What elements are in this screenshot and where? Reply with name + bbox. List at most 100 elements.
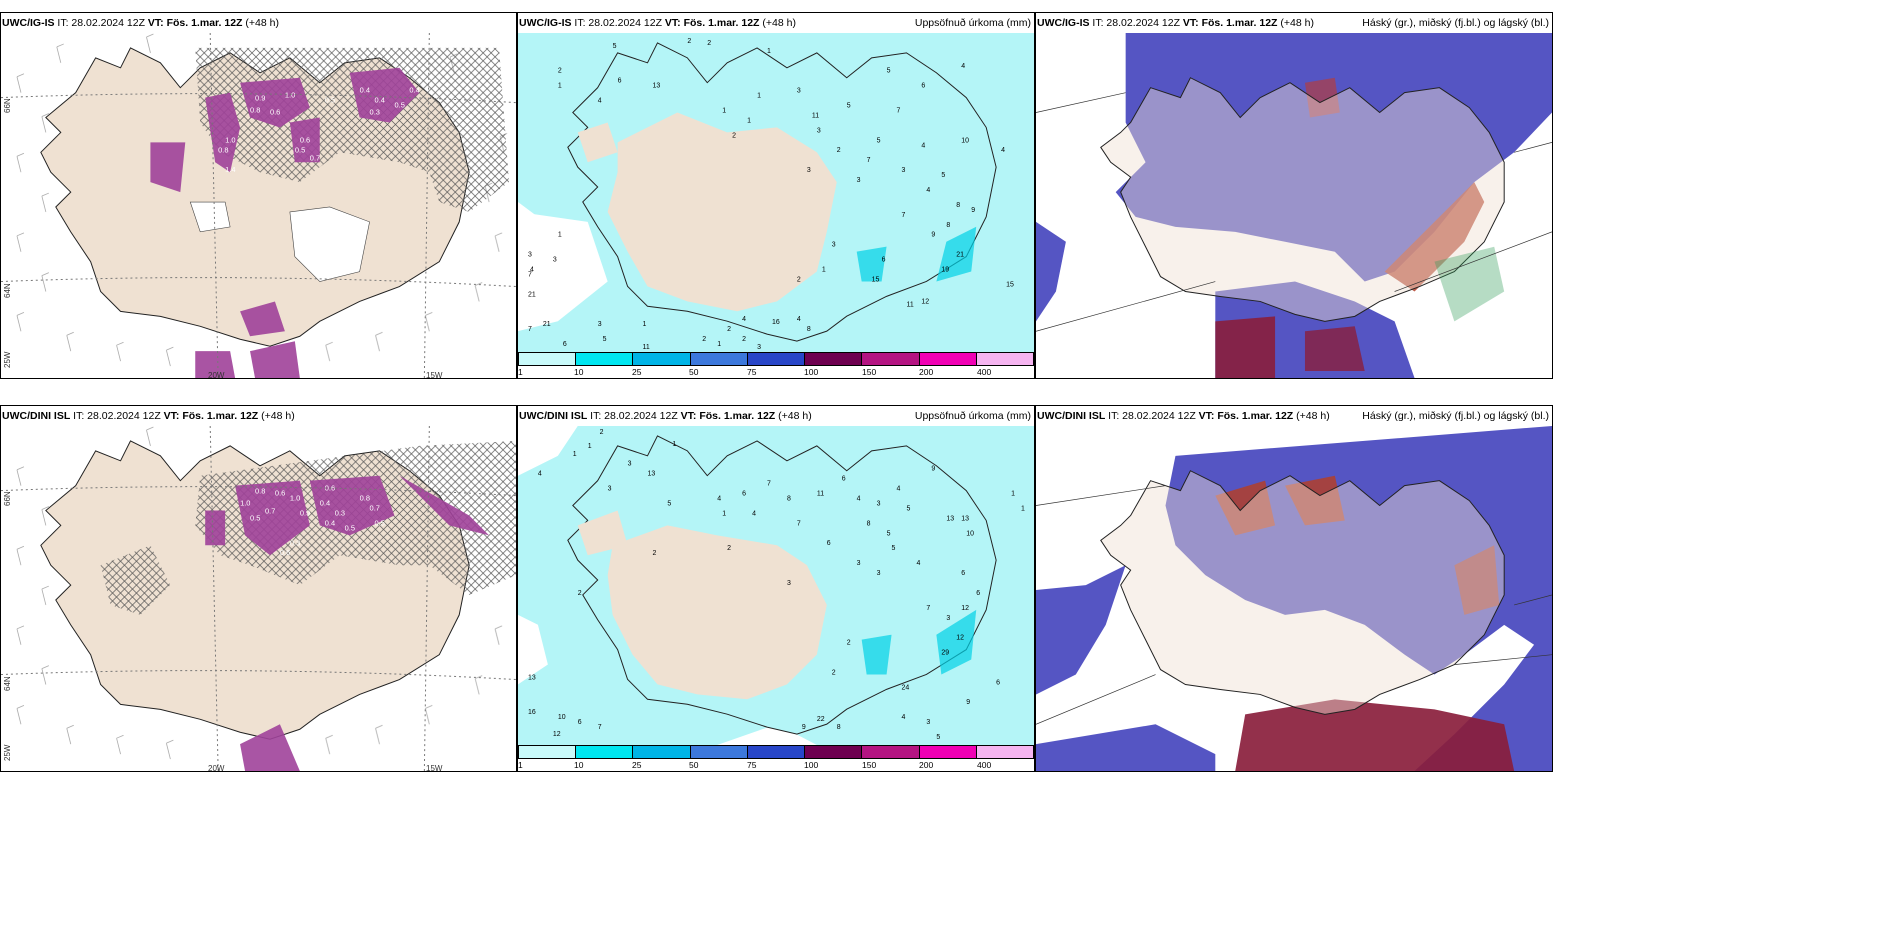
- precip-field-label: Uppsöfnuð úrkoma (mm): [914, 17, 1031, 29]
- svg-text:4: 4: [902, 714, 906, 721]
- colorbar-box: [805, 353, 863, 365]
- svg-text:13: 13: [652, 83, 660, 90]
- colorbar-label: 25: [632, 760, 642, 770]
- svg-text:11: 11: [906, 301, 913, 308]
- svg-text:1: 1: [767, 48, 771, 55]
- colorbar-box: [747, 353, 806, 365]
- svg-text:3: 3: [608, 486, 612, 493]
- svg-text:7: 7: [926, 605, 930, 612]
- svg-text:7: 7: [867, 157, 871, 164]
- panel-bottom-right-cloud-map: UWC/DINI ISL IT: 28.02.2024 12Z VT: Fös.…: [1035, 405, 1553, 772]
- panel-top-left-wind-map: UWC/IG-IS IT: 28.02.2024 12Z VT: Fös. 1.…: [0, 12, 517, 379]
- svg-text:1: 1: [672, 441, 676, 448]
- svg-text:3: 3: [553, 257, 557, 264]
- lat-label-66: 66N: [3, 98, 12, 113]
- svg-text:6: 6: [961, 570, 965, 577]
- svg-text:0.7: 0.7: [310, 153, 320, 162]
- svg-text:7: 7: [902, 212, 906, 219]
- svg-text:4: 4: [916, 560, 920, 567]
- colorbar-box: [690, 746, 748, 758]
- svg-text:1: 1: [722, 510, 726, 517]
- panel-title: UWC/DINI ISL IT: 28.02.2024 12Z VT: Fös.…: [1, 406, 516, 426]
- panel-title: UWC/IG-IS IT: 28.02.2024 12Z VT: Fös. 1.…: [1036, 13, 1552, 33]
- colorbar-box: [690, 353, 748, 365]
- svg-text:4: 4: [926, 187, 930, 194]
- svg-text:8: 8: [837, 724, 841, 731]
- lon-label-15: 15W: [426, 764, 443, 772]
- cloud-field-label: Háský (gr.), miðský (fj.bl.) og lágský (…: [1362, 17, 1549, 29]
- svg-text:0.3: 0.3: [370, 108, 380, 117]
- svg-text:1: 1: [747, 117, 751, 124]
- svg-text:4: 4: [538, 471, 542, 478]
- svg-text:3: 3: [787, 580, 791, 587]
- colorbar-label: 25: [632, 367, 642, 377]
- svg-text:7: 7: [528, 326, 532, 333]
- svg-text:1: 1: [822, 267, 826, 274]
- svg-text:5: 5: [613, 43, 617, 50]
- colorbar-box: [576, 746, 634, 758]
- svg-text:4: 4: [717, 496, 721, 503]
- colorbar-box: [919, 746, 977, 758]
- svg-text:6: 6: [976, 590, 980, 597]
- colorbar-label: 200: [919, 367, 934, 377]
- svg-text:0.4: 0.4: [409, 86, 419, 95]
- svg-text:2: 2: [578, 590, 582, 597]
- svg-text:3: 3: [946, 615, 950, 622]
- colorbar-label: 400: [977, 760, 992, 770]
- svg-text:4: 4: [752, 510, 756, 517]
- svg-text:1: 1: [573, 451, 577, 458]
- snow-intensity-patches: [205, 475, 490, 771]
- colorbar-box: [576, 353, 634, 365]
- precip-colorbar: 1 10 25 50 75 100 150 200 400: [518, 745, 1034, 771]
- svg-text:9: 9: [971, 207, 975, 214]
- svg-text:0.5: 0.5: [250, 513, 260, 522]
- svg-text:0.8: 0.8: [360, 494, 370, 503]
- svg-text:5: 5: [887, 68, 891, 75]
- svg-text:0.4: 0.4: [325, 518, 335, 527]
- svg-text:16: 16: [528, 709, 536, 716]
- svg-text:0.8: 0.8: [218, 145, 228, 154]
- svg-text:1.0: 1.0: [285, 91, 295, 100]
- svg-text:16: 16: [772, 319, 780, 326]
- precip-map: 2 2 5 1 2 1 4 6 13 1 1 1 2 3 3 3 5 5 4 11 7 6 2 3 3 4 10 4 5 8 9 7 8 9 3 1 2…: [518, 33, 1034, 352]
- svg-text:1.0: 1.0: [225, 135, 235, 144]
- colorbar-box: [976, 746, 1033, 758]
- svg-text:5: 5: [603, 336, 607, 343]
- svg-text:5: 5: [936, 734, 940, 741]
- svg-text:3: 3: [877, 501, 881, 508]
- colorbar-box: [633, 746, 691, 758]
- svg-text:0.8: 0.8: [255, 487, 265, 496]
- colorbar-label: 75: [747, 760, 757, 770]
- svg-text:8: 8: [787, 496, 791, 503]
- high-cloud-area: [1235, 699, 1515, 771]
- colorbar-label: 400: [977, 367, 992, 377]
- svg-text:6: 6: [996, 679, 1000, 686]
- svg-text:9: 9: [966, 699, 970, 706]
- svg-text:0.5: 0.5: [394, 101, 404, 110]
- svg-text:4: 4: [921, 142, 925, 149]
- svg-text:7: 7: [528, 271, 532, 278]
- lat-label-64: 64N: [3, 676, 12, 691]
- panel-top-right-cloud-map: UWC/IG-IS IT: 28.02.2024 12Z VT: Fös. 1.…: [1035, 12, 1553, 379]
- svg-text:3: 3: [857, 560, 861, 567]
- cloud-map: [1036, 33, 1552, 378]
- panel-title: UWC/IG-IS IT: 28.02.2024 12Z VT: Fös. 1.…: [1, 13, 516, 33]
- colorbar-label: 10: [574, 367, 584, 377]
- svg-text:9: 9: [931, 232, 935, 239]
- lon-label-20: 20W: [208, 371, 225, 379]
- svg-text:7: 7: [797, 520, 801, 527]
- svg-text:2: 2: [652, 550, 656, 557]
- svg-text:6: 6: [842, 476, 846, 483]
- colorbar-label: 75: [747, 367, 757, 377]
- svg-text:4: 4: [897, 486, 901, 493]
- colorbar-box: [862, 746, 920, 758]
- colorbar-label: 100: [804, 760, 819, 770]
- svg-text:3: 3: [797, 88, 801, 95]
- svg-text:21: 21: [956, 252, 964, 259]
- svg-text:0.4: 0.4: [375, 96, 385, 105]
- colorbar-label: 100: [804, 367, 819, 377]
- svg-text:0.6: 0.6: [280, 548, 290, 557]
- svg-text:5: 5: [887, 530, 891, 537]
- svg-text:1.4: 1.4: [225, 165, 235, 174]
- colorbar-box: [519, 746, 577, 758]
